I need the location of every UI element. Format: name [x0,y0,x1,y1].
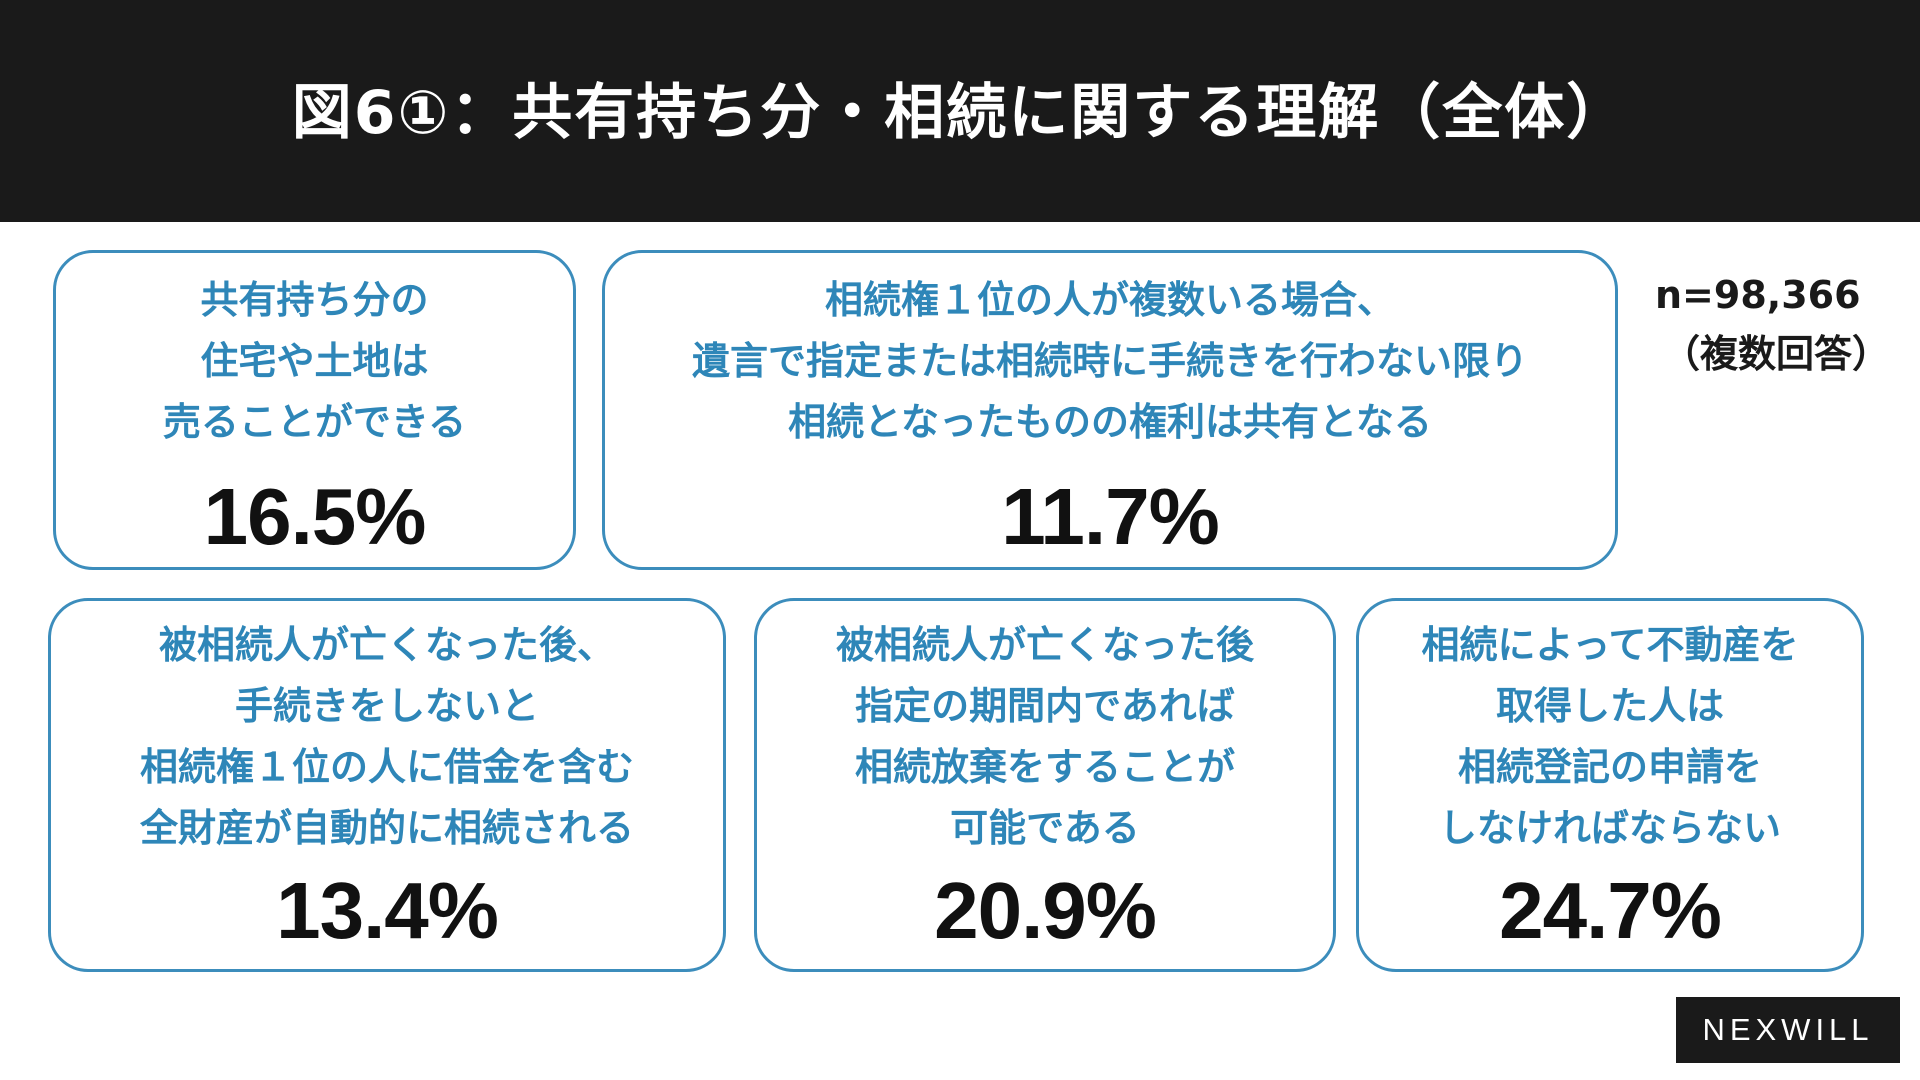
sample-size: n=98,366 [1655,273,1861,317]
card-statement: 相続によって不動産を 取得した人は 相続登記の申請を しなければならない [1422,615,1799,859]
header-bar: 図6①：共有持ち分・相続に関する理解（全体） [0,0,1920,222]
statement-line: 相続登記の申請を [1457,745,1762,789]
card-percentage: 20.9% [934,866,1157,955]
statement-line: 取得した人は [1495,684,1724,728]
statement-line: 売ることができる [162,400,467,444]
card-statement: 相続権１位の人が複数いる場合、 遺言で指定または相続時に手続きを行わない限り 相… [692,270,1528,453]
stat-card-1: 共有持ち分の 住宅や土地は 売ることができる 16.5% [53,250,576,570]
multiple-answer-note: （複数回答） [1662,324,1890,384]
statement-line: 相続によって不動産を [1421,623,1799,667]
statement-line: 全財産が自動的に相続される [139,806,634,850]
statement-line: 相続となったものの権利は共有となる [788,400,1432,444]
stat-card-4: 被相続人が亡くなった後 指定の期間内であれば 相続放棄をすることが 可能である … [754,598,1336,972]
statement-line: 指定の期間内であれば [855,684,1235,728]
stat-card-5: 相続によって不動産を 取得した人は 相続登記の申請を しなければならない 24.… [1356,598,1864,972]
page-title: 図6①：共有持ち分・相続に関する理解（全体） [291,77,1629,148]
card-statement: 被相続人が亡くなった後 指定の期間内であれば 相続放棄をすることが 可能である [836,615,1254,859]
card-statement: 共有持ち分の 住宅や土地は 売ることができる [163,270,466,453]
card-percentage: 13.4% [276,866,499,955]
statement-line: 可能である [950,806,1140,850]
statement-line: 被相続人が亡くなった後 [835,623,1254,667]
statement-line: しなければならない [1438,806,1781,850]
nexwill-logo: NEXWILL [1676,997,1900,1063]
statement-line: 相続放棄をすることが [854,745,1235,789]
card-percentage: 11.7% [1001,472,1219,561]
statement-line: 相続権１位の人が複数いる場合、 [824,278,1395,322]
stat-card-3: 被相続人が亡くなった後、 手続きをしないと 相続権１位の人に借金を含む 全財産が… [48,598,726,972]
stat-card-2: 相続権１位の人が複数いる場合、 遺言で指定または相続時に手続きを行わない限り 相… [602,250,1618,570]
statement-line: 被相続人が亡くなった後、 [158,623,615,667]
statement-line: 手続きをしないと [234,684,539,728]
multiple-answer: （複数回答） [1662,332,1891,376]
card-percentage: 24.7% [1499,866,1722,955]
statement-line: 共有持ち分の [200,278,429,322]
statement-line: 相続権１位の人に借金を含む [139,745,634,789]
statement-line: 住宅や土地は [200,339,429,383]
statement-line: 遺言で指定または相続時に手続きを行わない限り [691,339,1528,383]
sample-size-note: n=98,366 [1655,265,1861,325]
logo-text: NEXWILL [1702,1012,1874,1047]
card-percentage: 16.5% [203,472,427,561]
card-statement: 被相続人が亡くなった後、 手続きをしないと 相続権１位の人に借金を含む 全財産が… [140,615,634,859]
